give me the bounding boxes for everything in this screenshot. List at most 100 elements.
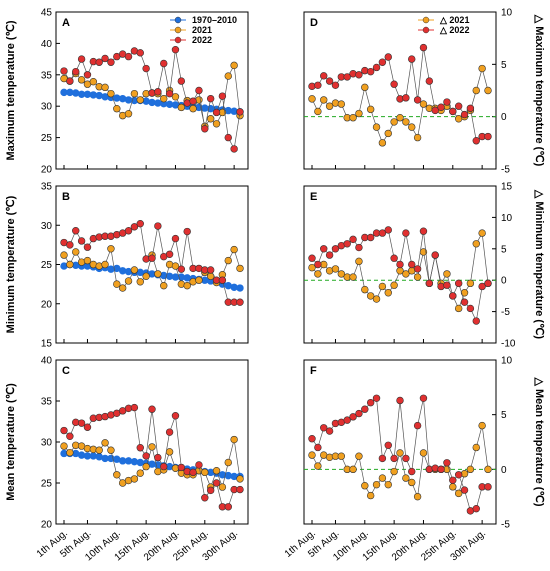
data-point <box>396 396 404 405</box>
data-point <box>320 424 328 432</box>
data-point <box>195 461 203 469</box>
data-point <box>154 88 162 96</box>
data-point <box>130 89 139 98</box>
y-axis-label: Maximum temperature (℃) <box>5 20 17 160</box>
data-point <box>101 260 109 269</box>
data-point <box>236 475 244 483</box>
data-point <box>384 441 392 449</box>
data-point <box>83 256 92 265</box>
data-point <box>314 462 322 470</box>
y-tick-label: -5 <box>501 307 510 318</box>
data-point <box>460 486 469 494</box>
data-point <box>413 265 422 273</box>
data-point <box>437 465 445 474</box>
data-point <box>107 245 115 253</box>
y-tick-label: 20 <box>41 299 53 310</box>
data-point <box>206 115 215 123</box>
data-point <box>66 260 74 269</box>
data-point <box>343 73 351 81</box>
data-point <box>478 229 486 237</box>
data-point <box>136 278 144 286</box>
series-1970-2010 <box>60 260 244 292</box>
y-tick-label: 15 <box>41 339 53 350</box>
series-2021 <box>60 61 244 130</box>
legend-marker <box>422 16 430 24</box>
y-tick-label: 35 <box>41 70 53 81</box>
data-point <box>378 282 387 291</box>
y-tick-label: -10 <box>501 339 516 350</box>
legend: △ 2021△ 2022 <box>418 15 469 35</box>
data-point <box>378 474 387 482</box>
data-point <box>236 298 244 306</box>
data-point <box>419 449 428 457</box>
data-point <box>390 467 398 476</box>
data-point <box>314 81 322 89</box>
data-point <box>136 469 144 477</box>
y-axis-label: Minimum temperature (℃) <box>5 195 17 333</box>
y-axis-label: △ Maximum temperature (℃) <box>533 14 545 167</box>
data-point <box>419 43 428 52</box>
data-point <box>308 451 316 459</box>
y-tick-label: 0 <box>501 112 507 123</box>
series-2022 <box>60 45 244 153</box>
data-point <box>466 279 475 288</box>
data-point <box>355 243 363 252</box>
data-point <box>384 289 392 297</box>
data-point <box>201 125 209 133</box>
data-point <box>107 89 115 98</box>
data-point <box>136 96 144 104</box>
y-tick-label: 0 <box>501 465 507 476</box>
y-tick-label: 40 <box>41 356 53 367</box>
series-2022 <box>308 226 492 325</box>
series-2022 <box>308 394 492 515</box>
data-point <box>130 266 139 274</box>
data-point <box>443 270 451 278</box>
data-point <box>384 226 392 234</box>
data-point <box>408 55 416 63</box>
data-point <box>66 77 74 85</box>
data-point <box>236 264 244 273</box>
data-point <box>355 452 363 460</box>
data-point <box>472 240 480 248</box>
data-point <box>402 474 410 482</box>
data-point <box>124 110 133 118</box>
data-point <box>361 405 369 413</box>
data-point <box>183 281 191 290</box>
y-axis-label: Mean temperature (℃) <box>5 383 17 501</box>
data-point <box>331 245 340 253</box>
series-2021 <box>308 64 492 147</box>
y-tick-label: 30 <box>41 102 53 113</box>
data-point <box>484 279 492 288</box>
data-point <box>419 227 428 235</box>
data-point <box>320 96 328 104</box>
data-point <box>206 486 215 495</box>
data-point <box>142 462 150 471</box>
data-point <box>454 304 463 313</box>
plot-frame <box>303 185 497 344</box>
data-point <box>402 118 410 126</box>
y-tick-label: 5 <box>501 410 507 421</box>
data-point <box>431 106 439 115</box>
data-point <box>177 265 186 273</box>
data-point <box>154 270 162 278</box>
data-point <box>165 89 174 98</box>
data-point <box>77 237 86 245</box>
data-point <box>224 458 232 467</box>
data-point <box>402 270 410 278</box>
data-point <box>236 284 244 292</box>
data-point <box>218 483 227 491</box>
y-tick-label: 35 <box>41 397 53 408</box>
data-point <box>325 251 334 259</box>
series-line <box>311 47 488 142</box>
data-point <box>177 463 186 472</box>
y-tick-label: 10 <box>501 8 513 19</box>
data-point <box>60 67 68 75</box>
data-point <box>189 97 197 105</box>
data-point <box>484 465 492 474</box>
data-point <box>230 245 238 254</box>
data-point <box>189 105 197 113</box>
data-point <box>314 107 322 116</box>
data-point <box>118 284 127 292</box>
data-point <box>72 67 80 76</box>
